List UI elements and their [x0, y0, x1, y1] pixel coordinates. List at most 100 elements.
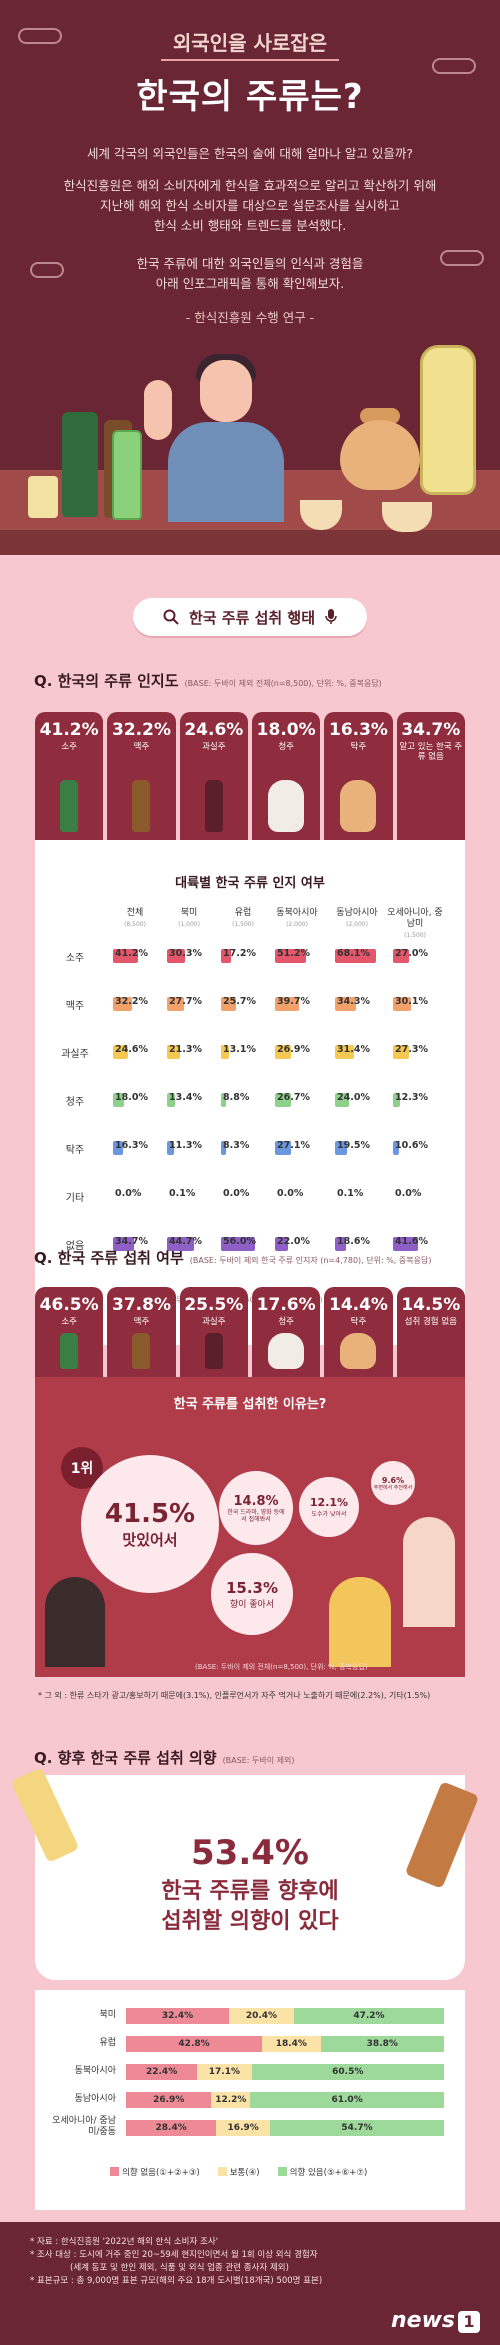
matrix-cell: 13.1%: [221, 1044, 256, 1059]
drink-card: 14.5% 섭취 경험 없음: [396, 1287, 465, 1377]
intent-row: 오세아니아/ 중남미/중동 28.4% 16.9% 54.7%: [50, 2116, 460, 2137]
matrix-cell: 44.7%: [167, 1236, 202, 1251]
intent-panel: 53.4% 한국 주류를 향후에 섭취할 의향이 있다: [35, 1805, 465, 1980]
hero-desc-line: 한식진흥원은 해외 소비자에게 한식을 효과적으로 알리고 확산하기 위해: [63, 178, 437, 193]
section-search-bar[interactable]: 한국 주류 섭취 행태: [133, 598, 367, 636]
matrix-cell: 31.4%: [335, 1044, 370, 1059]
matrix-value: 24.0%: [337, 1092, 370, 1103]
intent-stacked-bar: 32.4% 20.4% 47.2%: [126, 2008, 444, 2024]
intent-segment: 22.4%: [126, 2064, 198, 2080]
matrix-column-header: 북미 (1,000): [161, 908, 217, 930]
matrix-value: 16.3%: [115, 1140, 148, 1151]
matrix-cell: 34.3%: [335, 996, 370, 1011]
legend-label: 의향 있음(⑤+⑥+⑦): [289, 2168, 368, 2178]
reason-fifth-value: 9.6%: [381, 1475, 405, 1485]
drink-card: 16.3% 탁주: [324, 712, 393, 840]
cloud-icon: [432, 58, 476, 74]
hero-subtitle: 외국인을 사로잡은: [160, 24, 340, 61]
matrix-cell: 0.1%: [167, 1188, 195, 1203]
drink-icon: [204, 780, 223, 832]
legend-swatch: [217, 2167, 227, 2176]
matrix-column-header: 동남아시아 (2,000): [329, 908, 385, 930]
drink-card-label: 맥주: [133, 1317, 150, 1327]
drink-card-percent: 46.5%: [39, 1295, 99, 1315]
intent-stacked-bar: 22.4% 17.1% 60.5%: [126, 2064, 444, 2080]
matrix-value: 18.0%: [115, 1092, 148, 1103]
drink-card-percent: 14.4%: [328, 1295, 388, 1315]
matrix-column-header: 오세아니아, 중남미 (1,500): [387, 908, 443, 941]
cloud-icon: [30, 262, 64, 278]
matrix-cell: 0.1%: [335, 1188, 363, 1203]
intent-segment: 26.9%: [126, 2092, 212, 2108]
matrix-bar: [393, 1141, 400, 1155]
matrix-cell: 51.2%: [275, 948, 310, 963]
matrix-cell: 24.0%: [335, 1092, 370, 1107]
matrix-value: 24.6%: [115, 1044, 148, 1055]
awareness-cards: 41.2% 소주 32.2% 맥주 24.6% 과실주 18.0% 청주 16.3% 탁주 34.7…: [35, 712, 465, 840]
matrix-cell: 26.7%: [275, 1092, 310, 1107]
drink-card: 18.0% 청주: [251, 712, 321, 840]
matrix-value: 27.3%: [395, 1044, 428, 1055]
column-name: 동북아시아: [276, 908, 318, 918]
matrix-bar: [221, 949, 232, 963]
intake-base: (BASE: 두바이 제외 한국 주류 인지자 (n=4,780), 단위: %…: [189, 1256, 432, 1265]
cloud-icon: [18, 28, 62, 44]
hero-desc-line: 한식 소비 행태와 트렌드를 분석했다.: [153, 218, 347, 233]
matrix-value: 34.3%: [337, 996, 370, 1007]
drink-card-percent: 16.3%: [328, 720, 388, 740]
matrix-bar: [275, 1045, 292, 1059]
matrix-value: 27.1%: [277, 1140, 310, 1151]
reason-second-value: 15.3%: [225, 1578, 279, 1597]
matrix-column-header: 전체 (8,500): [107, 908, 163, 930]
hero-desc-line: 지난해 해외 한식 소비자를 대상으로 설문조사를 실시하고: [100, 198, 400, 213]
matrix-row-label: 소주: [65, 953, 85, 964]
person-illustration: [144, 354, 298, 522]
matrix-cell: 13.4%: [167, 1092, 202, 1107]
matrix-cell: 41.6%: [393, 1236, 428, 1251]
footer-sample: * 표본규모 : 총 9,000명 표본 규모(해외 주요 18개 도시별(18…: [30, 2276, 323, 2286]
legend-label: 보통(④): [229, 2168, 260, 2178]
intent-segment: 54.7%: [270, 2120, 444, 2136]
matrix-value: 0.0%: [115, 1188, 142, 1199]
intent-row-label: 북미: [99, 2010, 116, 2020]
drink-card-label: 알고 있는 한국 주류 없음: [399, 742, 463, 762]
intent-row-label: 동북아시아: [74, 2066, 116, 2076]
matrix-bar: [275, 1237, 289, 1251]
drink-card-percent: 32.2%: [112, 720, 171, 740]
matrix-bar: [393, 949, 410, 963]
reason-fourth-bubble: 12.1% 도수가 낮아서: [299, 1477, 359, 1537]
matrix-bar: [113, 1237, 134, 1251]
matrix-bar: [221, 1093, 227, 1107]
soju-bottle-icon: [112, 430, 142, 520]
matrix-value: 13.4%: [169, 1092, 202, 1103]
matrix-value: 30.3%: [169, 948, 202, 959]
intent-segment: 28.4%: [126, 2120, 217, 2136]
matrix-value: 34.7%: [115, 1236, 148, 1247]
intent-segment: 61.0%: [250, 2092, 444, 2108]
matrix-cell: 41.2%: [113, 948, 148, 963]
drink-card-label: 맥주: [133, 742, 150, 752]
ginseng-jar-icon: [420, 345, 476, 495]
table-edge: [0, 530, 500, 555]
hero-intro: 세계 각국의 외국인들은 한국의 술에 대해 얼마나 알고 있을까?: [87, 146, 413, 161]
drink-card: 17.6% 청주: [251, 1287, 321, 1377]
matrix-value: 31.4%: [337, 1044, 370, 1055]
drink-card-label: 섭취 경험 없음: [404, 1317, 457, 1327]
matrix-bar: [275, 997, 299, 1011]
drink-card-label: 소주: [61, 742, 77, 752]
matrix-value: 8.3%: [223, 1140, 250, 1151]
reason-fourth-label: 도수가 낮아서: [311, 1511, 347, 1518]
drink-card-percent: 37.8%: [112, 1295, 171, 1315]
matrix-value: 0.0%: [277, 1188, 304, 1199]
person-illustration: [403, 1517, 455, 1627]
person-illustration: [329, 1577, 391, 1667]
matrix-bar: [113, 949, 138, 963]
hero-desc: 한식진흥원은 해외 소비자에게 한식을 효과적으로 알리고 확산하기 위해 지난…: [40, 176, 460, 236]
intent-row-label: 오세아니아/ 중남미/중동: [52, 2116, 116, 2137]
matrix-cell: 34.7%: [113, 1236, 148, 1251]
matrix-row-label: 없음: [65, 1241, 85, 1252]
reason-top-bubble: 41.5% 맛있어서: [81, 1455, 219, 1593]
drink-card-percent: 17.6%: [256, 1295, 316, 1315]
news1-logo: news 1: [391, 2310, 480, 2333]
matrix-bar: [113, 1045, 128, 1059]
